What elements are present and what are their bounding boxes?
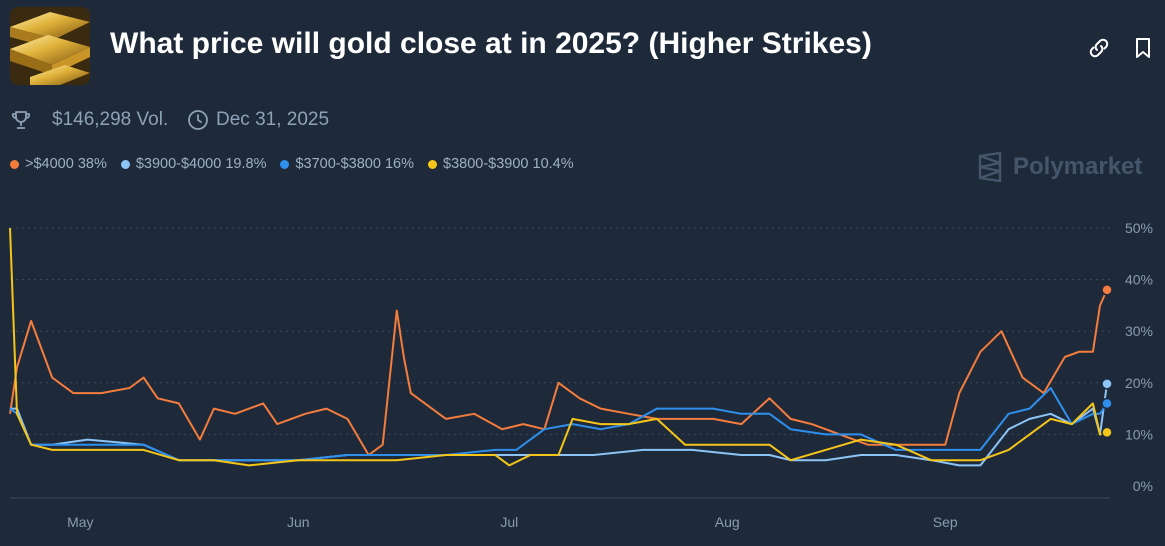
y-tick-label: 10% <box>1125 426 1153 442</box>
brand-name: Polymarket <box>1013 153 1143 180</box>
series-line-3 <box>9 227 1108 467</box>
series-line-0 <box>9 289 1108 456</box>
legend-dot <box>280 159 290 169</box>
legend-dot <box>10 159 19 169</box>
legend-item[interactable]: $3700-$3800 16% <box>280 156 414 172</box>
chart-legend: >$4000 38% $3900-$4000 19.8% $3700-$3800 1… <box>10 156 574 172</box>
series-line-2 <box>9 387 1108 462</box>
page-title: What price will gold close at in 2025? (… <box>110 27 872 60</box>
series-endpoint-2 <box>1101 397 1113 410</box>
series-endpoint-0 <box>1101 284 1113 296</box>
end-date-text: Dec 31, 2025 <box>216 109 330 130</box>
volume-stat: $146,298 Vol. <box>10 107 168 133</box>
y-tick-label: 40% <box>1125 272 1153 288</box>
legend-label: $3900-$4000 19.8% <box>135 156 267 172</box>
legend-item[interactable]: >$4000 38% <box>10 156 107 172</box>
y-tick-label: 50% <box>1125 220 1153 236</box>
x-tick-label: Jun <box>287 514 310 530</box>
x-tick-label: May <box>67 514 93 530</box>
volume-text: $146,298 Vol. <box>52 109 169 130</box>
y-tick-label: 0% <box>1133 478 1153 494</box>
legend-label: >$4000 38% <box>25 156 107 172</box>
series-endpoint-1 <box>1101 378 1113 390</box>
link-icon[interactable] <box>1087 36 1111 60</box>
clock-icon <box>187 109 209 131</box>
legend-label: $3800-$3900 10.4% <box>443 156 574 172</box>
polymarket-brand: Polymarket <box>977 151 1143 183</box>
x-tick-label: Sep <box>933 514 958 530</box>
x-tick-label: Aug <box>715 514 740 530</box>
y-tick-label: 20% <box>1125 375 1153 391</box>
legend-dot <box>428 159 437 169</box>
legend-item[interactable]: $3800-$3900 10.4% <box>428 156 574 172</box>
bookmark-icon[interactable] <box>1131 36 1155 60</box>
trophy-icon <box>10 109 32 131</box>
legend-item[interactable]: $3900-$4000 19.8% <box>120 156 267 172</box>
x-tick-label: Jul <box>500 514 518 530</box>
polymarket-logo-icon <box>977 151 1003 183</box>
gold-bars-image <box>10 7 90 85</box>
legend-dot <box>120 159 130 169</box>
legend-label: $3700-$3800 16% <box>295 156 414 172</box>
end-date-stat: Dec 31, 2025 <box>187 107 329 133</box>
y-tick-label: 30% <box>1125 323 1153 339</box>
series-endpoint-3 <box>1101 426 1113 439</box>
